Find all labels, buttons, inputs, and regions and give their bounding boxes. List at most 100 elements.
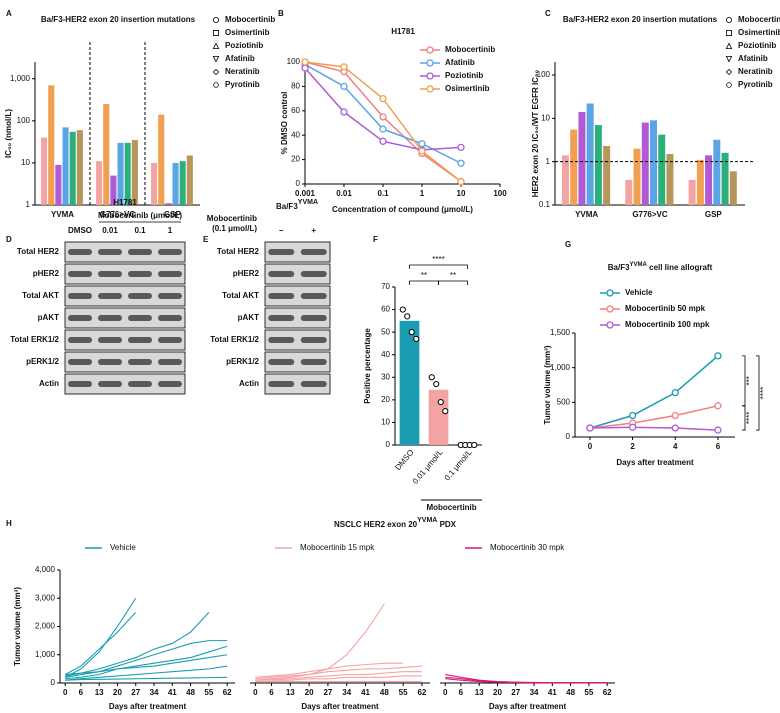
data-point — [301, 58, 309, 66]
title-superscript: YVMA — [298, 199, 318, 206]
bar — [688, 179, 696, 205]
data-point — [714, 426, 722, 434]
significance-label: **** — [432, 255, 444, 264]
data-point — [379, 125, 387, 133]
x-axis-label: Days after treatment — [301, 702, 379, 711]
blot-band — [98, 337, 122, 343]
blot-band — [300, 271, 327, 277]
blot-frame — [64, 351, 186, 373]
bar — [124, 142, 131, 205]
data-point — [671, 424, 679, 432]
blot-band — [158, 359, 182, 365]
row-label: pERK1/2 — [226, 357, 259, 366]
legend-label: Poziotinib — [445, 71, 483, 80]
x-tick-label: 0 — [253, 688, 258, 697]
blot-band — [268, 381, 295, 387]
panel-label: B — [278, 9, 284, 18]
x-tick-label: 0.01 μmol/L — [411, 447, 445, 485]
data-point — [301, 64, 309, 72]
blot-band — [268, 271, 295, 277]
x-tick-label: 6 — [269, 688, 274, 697]
bar — [48, 85, 55, 205]
x-tick-label: 0 — [443, 688, 448, 697]
blot-band — [158, 271, 182, 277]
chart-title: Ba/F3YVMA cell line allograft — [608, 262, 713, 273]
y-tick-label: 20 — [381, 395, 390, 404]
blot-band — [300, 249, 327, 255]
bar — [96, 161, 103, 205]
blot-band — [68, 337, 92, 343]
legend-marker — [726, 16, 733, 23]
blot-band — [158, 315, 182, 321]
bar — [578, 112, 586, 205]
legend-marker — [426, 59, 434, 67]
data-point — [340, 63, 348, 71]
data-point — [714, 402, 722, 410]
data-point — [442, 408, 449, 415]
bar — [603, 146, 611, 205]
data-point — [399, 306, 406, 313]
bar — [625, 179, 633, 205]
x-tick-label: 0 — [63, 688, 68, 697]
significance-bracket — [742, 405, 746, 431]
x-axis-label: Days after treatment — [109, 702, 187, 711]
row-label: Actin — [239, 379, 259, 388]
blot-frame — [264, 263, 331, 285]
y-axis-label: % DMSO control — [280, 92, 289, 155]
legend-label: Mobocertinib 100 mpk — [625, 320, 710, 329]
x-tick-label: 55 — [584, 688, 593, 697]
blot-frame — [264, 241, 331, 263]
data-point — [437, 399, 444, 406]
bar — [76, 130, 83, 205]
data-point — [413, 335, 420, 343]
legend-label: Afatinib — [738, 54, 768, 63]
blot-band — [300, 293, 327, 299]
title-text: Ba/F3 — [276, 202, 298, 211]
x-tick-label: DMSO — [393, 448, 415, 472]
blot-band — [268, 293, 295, 299]
lane-label: 0.01 — [102, 226, 118, 235]
legend-label: Mobocertinib — [225, 15, 275, 24]
y-tick-label: 80 — [291, 82, 300, 91]
bar — [117, 142, 124, 205]
data-point — [714, 352, 722, 360]
row-label: Total AKT — [222, 291, 259, 300]
x-tick-label: 13 — [95, 688, 104, 697]
growth-line — [255, 665, 422, 680]
legend-marker — [606, 289, 614, 297]
y-tick-label: 60 — [291, 106, 300, 115]
blot-band — [98, 293, 122, 299]
growth-line — [255, 671, 422, 681]
bar — [586, 103, 594, 205]
legend-marker — [426, 46, 434, 54]
x-tick-label: 41 — [548, 688, 557, 697]
bar — [428, 389, 449, 445]
significance-bracket — [438, 280, 468, 285]
chart-title: Ba/F3-HER2 exon 20 insertion mutations — [563, 15, 718, 24]
significance-bracket — [409, 280, 439, 285]
blot-band — [98, 359, 122, 365]
blot-header: (0.1 μmol/L) — [212, 224, 257, 233]
row-label: pHER2 — [233, 269, 260, 278]
y-tick-label: 0 — [296, 179, 301, 188]
bar — [186, 155, 193, 205]
significance-label: **** — [759, 387, 768, 399]
blot-band — [68, 271, 92, 277]
bar — [561, 155, 569, 205]
blot-band — [128, 337, 152, 343]
y-tick-label: 0 — [386, 440, 391, 449]
row-label: pHER2 — [33, 269, 60, 278]
bar — [705, 155, 713, 205]
blot-band — [68, 293, 92, 299]
y-tick-label: 30 — [381, 372, 390, 381]
row-label: Total ERK1/2 — [10, 335, 59, 344]
legend-label: Neratinib — [738, 67, 773, 76]
y-tick-label: 0.1 — [539, 200, 551, 209]
y-tick-label: 100 — [537, 70, 551, 79]
bar — [55, 164, 62, 205]
bar — [721, 152, 729, 205]
y-tick-label: 4,000 — [35, 565, 56, 574]
legend-label: Poziotinib — [738, 41, 776, 50]
legend-label: Mobocertinib 30 mpk — [490, 543, 565, 552]
